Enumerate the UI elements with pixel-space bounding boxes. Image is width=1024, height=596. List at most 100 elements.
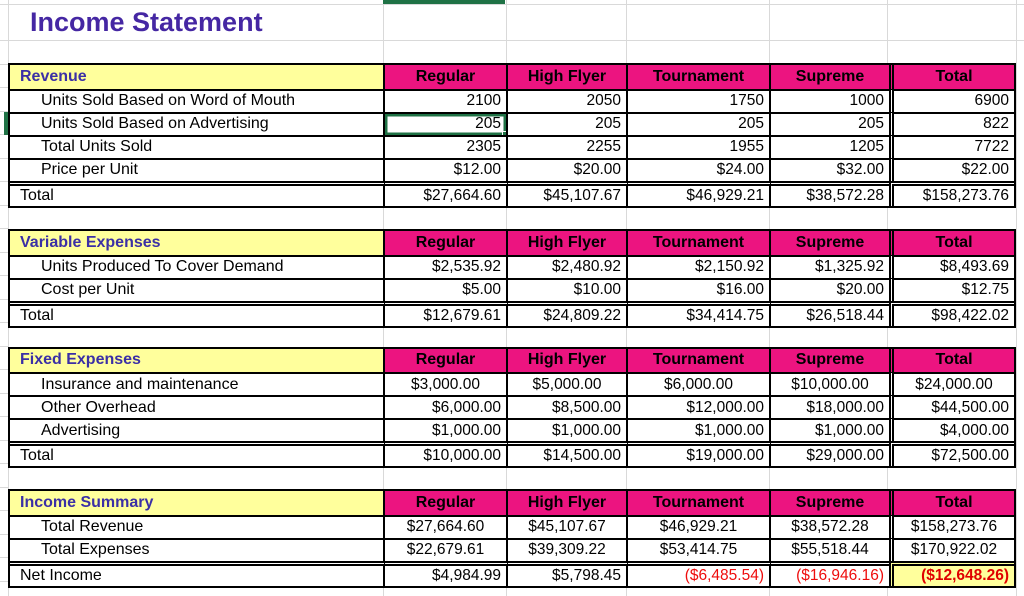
value-cell[interactable]: 6900 — [889, 88, 1014, 112]
value-cell[interactable]: $22,679.61 — [385, 537, 508, 561]
column-header[interactable]: High Flyer — [508, 231, 628, 255]
value-cell[interactable]: $19,000.00 — [628, 441, 771, 466]
value-cell[interactable]: $6,000.00 — [385, 395, 508, 418]
value-cell[interactable]: $1,325.92 — [771, 254, 889, 278]
row-label-cell[interactable]: Insurance and maintenance — [10, 372, 385, 395]
row-label-cell[interactable]: Total Expenses — [10, 537, 385, 561]
value-cell[interactable]: $18,000.00 — [771, 395, 889, 418]
row-label-cell[interactable]: Units Sold Based on Advertising — [10, 111, 385, 135]
value-cell[interactable]: $26,518.44 — [771, 300, 889, 326]
row-label-cell[interactable]: Total Units Sold — [10, 134, 385, 158]
column-header[interactable]: Total — [889, 491, 1014, 515]
column-header[interactable]: Supreme — [771, 491, 889, 515]
value-cell[interactable]: $2,480.92 — [508, 254, 628, 278]
row-label-cell[interactable]: Units Produced To Cover Demand — [10, 254, 385, 278]
value-cell[interactable]: $46,929.21 — [628, 180, 771, 206]
value-cell[interactable]: $8,493.69 — [889, 254, 1014, 278]
value-cell[interactable]: $12.00 — [385, 157, 508, 181]
value-cell[interactable]: $44,500.00 — [889, 395, 1014, 418]
value-cell[interactable]: ($6,485.54) — [628, 560, 771, 586]
value-cell[interactable]: $72,500.00 — [889, 441, 1014, 466]
section-title[interactable]: Revenue — [10, 65, 385, 89]
column-header[interactable]: Regular — [385, 491, 508, 515]
row-label-cell[interactable]: Other Overhead — [10, 395, 385, 418]
value-cell[interactable]: $5.00 — [385, 277, 508, 301]
value-cell[interactable]: $2,150.92 — [628, 254, 771, 278]
selected-cell[interactable]: 205 — [385, 111, 508, 135]
value-cell[interactable]: $8,500.00 — [508, 395, 628, 418]
column-header[interactable]: Total — [889, 65, 1014, 89]
section-title[interactable]: Income Summary — [10, 491, 385, 515]
value-cell[interactable]: $12,000.00 — [628, 395, 771, 418]
row-label-cell[interactable]: Net Income — [10, 560, 385, 586]
value-cell[interactable]: $27,664.60 — [385, 514, 508, 538]
value-cell[interactable]: $158,273.76 — [889, 514, 1014, 538]
value-cell[interactable]: $24.00 — [628, 157, 771, 181]
column-header[interactable]: Regular — [385, 231, 508, 255]
value-cell[interactable]: $10.00 — [508, 277, 628, 301]
value-cell[interactable]: $12.75 — [889, 277, 1014, 301]
value-cell[interactable]: $1,000.00 — [771, 418, 889, 441]
value-cell[interactable]: $29,000.00 — [771, 441, 889, 466]
column-header[interactable]: Tournament — [628, 348, 771, 372]
value-cell[interactable]: $158,273.76 — [889, 180, 1014, 206]
value-cell[interactable]: 2305 — [385, 134, 508, 158]
value-cell[interactable]: $12,679.61 — [385, 300, 508, 326]
row-label-cell[interactable]: Units Sold Based on Word of Mouth — [10, 88, 385, 112]
value-cell[interactable]: $2,535.92 — [385, 254, 508, 278]
column-header[interactable]: Total — [889, 348, 1014, 372]
value-cell[interactable]: $22.00 — [889, 157, 1014, 181]
value-cell[interactable]: 822 — [889, 111, 1014, 135]
value-cell[interactable]: $24,809.22 — [508, 300, 628, 326]
row-label-cell[interactable]: Price per Unit — [10, 157, 385, 181]
value-cell[interactable]: $5,798.45 — [508, 560, 628, 586]
column-header[interactable]: Supreme — [771, 348, 889, 372]
column-header[interactable]: Tournament — [628, 491, 771, 515]
value-cell[interactable]: 1955 — [628, 134, 771, 158]
section-title[interactable]: Fixed Expenses — [10, 348, 385, 372]
row-label-cell[interactable]: Total — [10, 300, 385, 326]
value-cell[interactable]: $5,000.00 — [508, 372, 628, 395]
value-cell[interactable]: $4,984.99 — [385, 560, 508, 586]
section-title[interactable]: Variable Expenses — [10, 231, 385, 255]
value-cell[interactable]: $32.00 — [771, 157, 889, 181]
value-cell[interactable]: $53,414.75 — [628, 537, 771, 561]
value-cell[interactable]: $98,422.02 — [889, 300, 1014, 326]
value-cell[interactable]: $170,922.02 — [889, 537, 1014, 561]
value-cell[interactable]: 205 — [508, 111, 628, 135]
column-header[interactable]: Total — [889, 231, 1014, 255]
row-label-cell[interactable]: Cost per Unit — [10, 277, 385, 301]
value-cell[interactable]: 2255 — [508, 134, 628, 158]
value-cell[interactable]: $34,414.75 — [628, 300, 771, 326]
row-label-cell[interactable]: Advertising — [10, 418, 385, 441]
value-cell[interactable]: 1205 — [771, 134, 889, 158]
value-cell[interactable]: $38,572.28 — [771, 514, 889, 538]
value-cell[interactable]: $45,107.67 — [508, 514, 628, 538]
value-cell[interactable]: $1,000.00 — [385, 418, 508, 441]
row-label-cell[interactable]: Total — [10, 180, 385, 206]
value-cell[interactable]: ($12,648.26) — [889, 560, 1014, 586]
column-header[interactable]: Supreme — [771, 231, 889, 255]
column-header[interactable]: High Flyer — [508, 65, 628, 89]
value-cell[interactable]: $38,572.28 — [771, 180, 889, 206]
column-header[interactable]: High Flyer — [508, 348, 628, 372]
value-cell[interactable]: $39,309.22 — [508, 537, 628, 561]
value-cell[interactable]: 7722 — [889, 134, 1014, 158]
value-cell[interactable]: $55,518.44 — [771, 537, 889, 561]
value-cell[interactable]: $10,000.00 — [771, 372, 889, 395]
row-label-cell[interactable]: Total Revenue — [10, 514, 385, 538]
value-cell[interactable]: $4,000.00 — [889, 418, 1014, 441]
value-cell[interactable]: $27,664.60 — [385, 180, 508, 206]
value-cell[interactable]: $6,000.00 — [628, 372, 771, 395]
value-cell[interactable]: $14,500.00 — [508, 441, 628, 466]
value-cell[interactable]: $24,000.00 — [889, 372, 1014, 395]
column-header[interactable]: Regular — [385, 65, 508, 89]
value-cell[interactable]: $10,000.00 — [385, 441, 508, 466]
column-header[interactable]: Tournament — [628, 65, 771, 89]
column-header[interactable]: Supreme — [771, 65, 889, 89]
page-title[interactable]: Income Statement — [30, 7, 263, 37]
value-cell[interactable]: 2050 — [508, 88, 628, 112]
value-cell[interactable]: $46,929.21 — [628, 514, 771, 538]
value-cell[interactable]: 2100 — [385, 88, 508, 112]
value-cell[interactable]: 205 — [628, 111, 771, 135]
